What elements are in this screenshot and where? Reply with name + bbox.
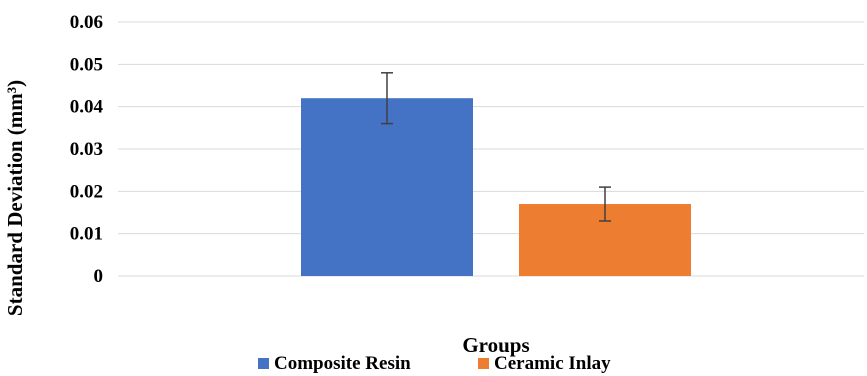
y-axis-title: Standard Deviation (mm³) bbox=[3, 80, 27, 316]
x-axis-title: Groups bbox=[462, 333, 529, 357]
y-tick-label: 0.06 bbox=[70, 12, 103, 33]
y-tick-label: 0.01 bbox=[70, 224, 103, 245]
error-bars bbox=[381, 72, 611, 222]
y-tick-label: 0.05 bbox=[70, 54, 103, 75]
bars bbox=[301, 98, 691, 276]
y-tick-label: 0.02 bbox=[70, 181, 103, 202]
y-tick-label: 0.03 bbox=[70, 139, 103, 160]
legend-swatch bbox=[258, 358, 269, 369]
y-axis-ticks: 0 0.01 0.02 0.03 0.04 0.05 0.06 bbox=[70, 12, 104, 287]
bar-composite-resin bbox=[301, 98, 473, 276]
y-tick-label: 0.04 bbox=[70, 97, 104, 118]
legend: Composite Resin Ceramic Inlay bbox=[258, 353, 611, 374]
gridlines bbox=[118, 21, 864, 277]
y-tick-label: 0 bbox=[94, 266, 104, 287]
legend-label: Ceramic Inlay bbox=[494, 353, 611, 374]
legend-swatch bbox=[478, 358, 489, 369]
legend-label: Composite Resin bbox=[274, 353, 411, 374]
